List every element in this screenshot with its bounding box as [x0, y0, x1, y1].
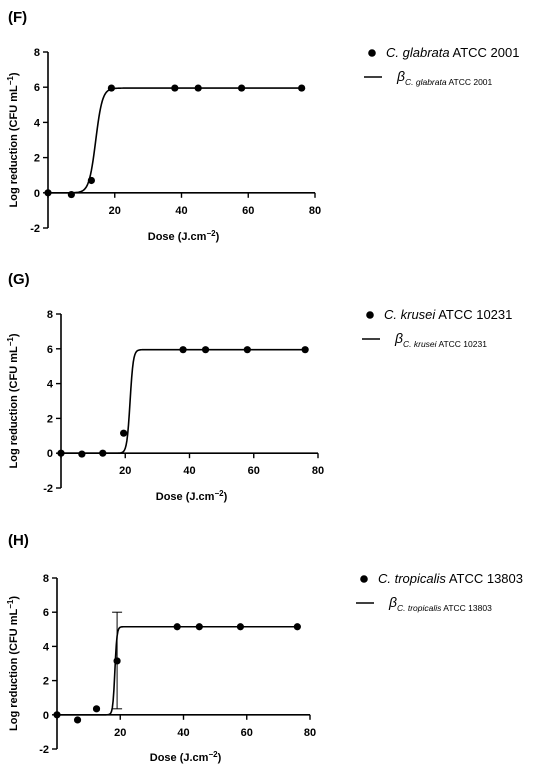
x-axis-title: Dose (J.cm−2) [156, 489, 228, 503]
data-point [87, 176, 95, 185]
y-tick-label: 2 [43, 676, 49, 688]
data-point [92, 705, 101, 713]
chart-panel: (F) -2 0 2 4 6 8 20 40 60 80 Dose (J.cm−2) Log reduc… [6, 9, 519, 243]
data-point [53, 711, 61, 719]
data-point [195, 623, 203, 631]
y-tick-label: 4 [43, 641, 50, 653]
x-axis-title: Dose (J.cm−2) [150, 750, 222, 764]
y-tick-label: 0 [47, 448, 53, 460]
legend-marker [368, 49, 376, 57]
data-point [107, 84, 116, 92]
y-axis-title: Log reduction (CFU mL−1) [6, 333, 20, 468]
x-tick-label: 20 [109, 205, 121, 217]
x-tick-label: 20 [119, 465, 131, 477]
data-point [78, 450, 86, 458]
y-tick-label: 8 [47, 309, 53, 321]
data-point [301, 346, 309, 354]
x-tick-label: 60 [242, 205, 254, 217]
data-point [120, 429, 128, 437]
panel-label: (H) [8, 532, 29, 549]
y-tick-label: 6 [47, 344, 53, 356]
legend-label-points: C. tropicalis ATCC 13803 [378, 571, 523, 586]
x-tick-label: 20 [114, 727, 126, 739]
data-point [179, 346, 187, 354]
panel-label: (F) [8, 9, 27, 26]
x-tick-label: 60 [248, 465, 260, 477]
y-tick-label: 0 [34, 188, 40, 200]
chart-panel: (G) -2 0 2 4 6 8 20 40 60 80 Dose (J.cm−2) Log reduc… [6, 271, 512, 503]
fit-curve [57, 625, 298, 716]
y-tick-label: 2 [47, 413, 53, 425]
data-point [73, 716, 82, 724]
chart-panel: (H) -2 0 2 4 6 8 20 40 60 80 Dose (J.cm−2) Log reduc… [6, 532, 523, 764]
legend-label-fit: βC. tropicalis ATCC 13803 [388, 594, 492, 613]
data-point [173, 623, 181, 631]
legend-label-fit: βC. glabrata ATCC 2001 [396, 68, 493, 87]
x-tick-label: 80 [312, 465, 324, 477]
data-point [99, 449, 107, 457]
y-tick-label: 4 [34, 117, 41, 129]
y-tick-label: -2 [30, 223, 40, 235]
data-point [201, 346, 210, 354]
x-tick-label: 60 [241, 727, 253, 739]
legend-marker [366, 311, 374, 319]
data-point [236, 623, 245, 631]
y-tick-label: 8 [34, 47, 40, 59]
data-point [57, 449, 65, 457]
x-tick-label: 40 [177, 727, 189, 739]
data-point [194, 84, 202, 92]
y-tick-label: 2 [34, 153, 40, 165]
data-point [113, 657, 121, 665]
fit-curve [61, 348, 306, 454]
panel-label: (G) [8, 271, 30, 288]
legend-marker [360, 575, 368, 583]
y-tick-label: 4 [47, 379, 54, 391]
y-tick-label: -2 [43, 483, 53, 495]
y-tick-label: -2 [39, 744, 49, 756]
data-point [44, 189, 52, 197]
x-tick-label: 80 [304, 727, 316, 739]
x-axis-title: Dose (J.cm−2) [148, 229, 220, 243]
legend-label-points: C. glabrata ATCC 2001 [386, 45, 519, 60]
fit-curve [48, 87, 302, 194]
legend-label-fit: βC. krusei ATCC 10231 [394, 330, 487, 349]
y-axis-title: Log reduction (CFU mL−1) [6, 72, 20, 207]
y-axis-title: Log reduction (CFU mL−1) [6, 596, 20, 731]
data-point [237, 84, 246, 92]
y-tick-label: 6 [43, 607, 49, 619]
data-point [298, 84, 306, 92]
data-point [171, 84, 179, 92]
y-tick-label: 6 [34, 82, 40, 94]
data-point [293, 623, 301, 631]
x-tick-label: 40 [183, 465, 195, 477]
data-point [67, 190, 75, 199]
y-tick-label: 0 [43, 710, 49, 722]
data-point [243, 346, 251, 354]
x-tick-label: 40 [175, 205, 187, 217]
y-tick-label: 8 [43, 573, 49, 585]
legend-label-points: C. krusei ATCC 10231 [384, 307, 512, 322]
x-tick-label: 80 [309, 205, 321, 217]
